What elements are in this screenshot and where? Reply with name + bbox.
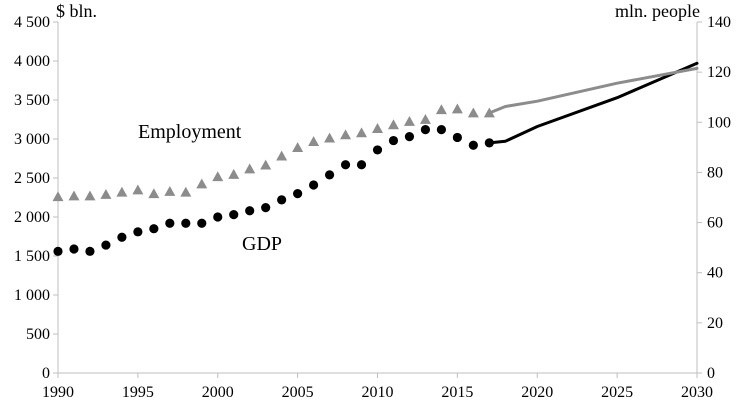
gdp-point xyxy=(229,210,239,220)
employment-point xyxy=(292,142,304,153)
gdp-point xyxy=(293,189,303,199)
gdp-point xyxy=(197,218,207,228)
gdp-point xyxy=(388,135,399,146)
left-tick-label: 3 500 xyxy=(14,92,50,109)
gdp-point xyxy=(356,160,367,170)
right-tick-label: 40 xyxy=(707,265,723,282)
employment-point xyxy=(132,184,144,195)
gdp-point xyxy=(213,212,223,222)
left-tick-label: 1 000 xyxy=(14,287,50,304)
x-tick-label: 2010 xyxy=(362,384,394,401)
right-tick-label: 20 xyxy=(707,315,723,332)
left-tick-label: 2 000 xyxy=(14,209,50,226)
employment-point xyxy=(403,116,415,126)
tick-labels: 0 500 1 000 1 500 2 000 2 500 3 000 3 500 4 000 4… xyxy=(14,14,731,401)
gdp-point xyxy=(468,140,478,150)
employment-point xyxy=(148,188,160,199)
left-tick-label: 2 500 xyxy=(14,170,50,187)
gdp-point xyxy=(117,232,127,242)
employment-point xyxy=(84,190,96,201)
employment-point xyxy=(451,103,463,114)
left-tick-label: 1 500 xyxy=(14,248,50,265)
series-line-2 xyxy=(487,61,699,145)
employment-point xyxy=(228,168,240,179)
right-tick-label: 120 xyxy=(707,64,731,81)
x-tick-label: 2030 xyxy=(681,384,713,401)
right-axis-label: mln. people xyxy=(615,1,700,21)
gdp-point xyxy=(372,145,383,155)
x-tick-label: 2025 xyxy=(601,384,633,401)
right-tick-label: 80 xyxy=(707,164,723,181)
gdp-point xyxy=(85,246,95,256)
gdp-point xyxy=(277,195,287,205)
employment-series-label: Employment xyxy=(138,121,242,143)
employment-point xyxy=(116,186,128,197)
left-tick-label: 3 000 xyxy=(14,131,50,148)
employment-point xyxy=(419,114,431,124)
gdp-series-label: GDP xyxy=(242,233,282,255)
gdp-point xyxy=(245,206,255,216)
gdp-point xyxy=(69,244,79,254)
data-points xyxy=(52,103,495,256)
gdp-point xyxy=(101,240,111,250)
gdp-point xyxy=(181,218,191,228)
employment-point xyxy=(276,150,288,161)
right-tick-label: 0 xyxy=(707,365,715,382)
employment-point xyxy=(260,159,272,170)
gdp-point xyxy=(149,224,159,234)
right-tick-label: 140 xyxy=(707,14,731,31)
gdp-point xyxy=(165,218,175,228)
employment-point xyxy=(467,107,479,118)
gdp-point xyxy=(324,170,335,180)
employment-point xyxy=(435,104,447,115)
x-tick-label: 2015 xyxy=(441,384,473,401)
x-tick-label: 2020 xyxy=(521,384,553,401)
employment-point xyxy=(68,190,80,201)
gdp-point xyxy=(133,227,143,237)
employment-point xyxy=(308,136,320,146)
employment-point xyxy=(340,129,352,140)
left-tick-label: 4 000 xyxy=(14,53,50,70)
employment-point xyxy=(52,191,64,202)
employment-point xyxy=(324,132,336,143)
employment-point xyxy=(356,127,368,138)
left-axis-label: $ bln. xyxy=(56,1,97,21)
forecast-lines xyxy=(487,61,699,145)
gdp-point xyxy=(420,125,431,135)
right-tick-label: 100 xyxy=(707,114,731,131)
x-tick-label: 1990 xyxy=(42,384,74,401)
gdp-point xyxy=(309,180,319,190)
employment-point xyxy=(244,163,256,174)
left-tick-label: 0 xyxy=(42,365,50,382)
employment-point xyxy=(387,119,399,130)
gdp-point xyxy=(261,203,271,213)
x-tick-label: 2005 xyxy=(282,384,314,401)
employment-point xyxy=(212,171,224,182)
employment-point xyxy=(483,107,495,118)
series-line-3 xyxy=(487,66,699,115)
left-tick-label: 4 500 xyxy=(14,14,50,31)
left-tick-label: 500 xyxy=(26,326,50,343)
gdp-point xyxy=(452,132,462,143)
gdp-point xyxy=(53,246,63,256)
x-tick-label: 1995 xyxy=(122,384,154,401)
gdp-point xyxy=(484,138,494,148)
gdp-point xyxy=(404,132,415,142)
right-tick-label: 60 xyxy=(707,215,723,232)
employment-point xyxy=(180,186,192,197)
gdp-point xyxy=(340,160,351,170)
employment-point xyxy=(164,185,176,196)
employment-point xyxy=(196,178,208,189)
employment-point xyxy=(100,188,112,199)
x-tick-label: 2000 xyxy=(202,384,234,401)
employment-point xyxy=(372,123,383,133)
gdp-point xyxy=(436,125,446,135)
